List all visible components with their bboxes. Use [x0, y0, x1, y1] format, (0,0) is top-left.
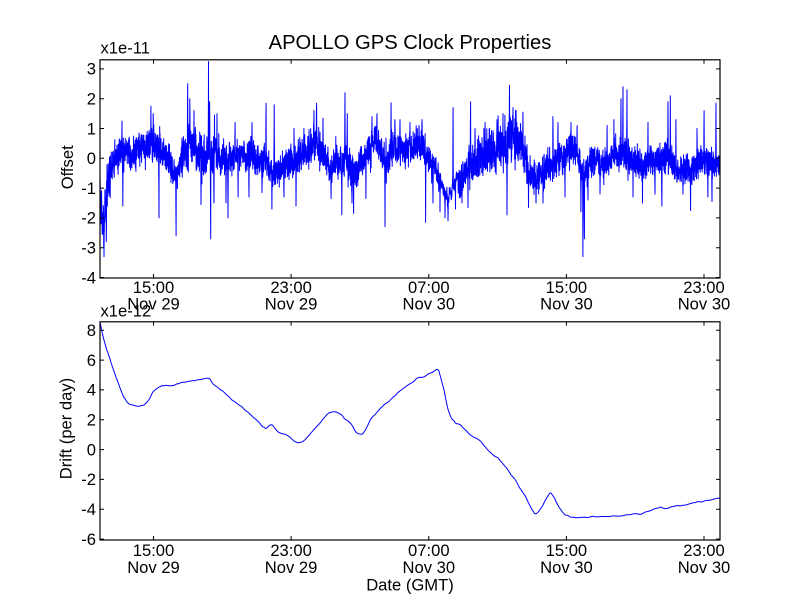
svg-text:Nov 29: Nov 29 — [127, 558, 180, 577]
svg-text:15:00: 15:00 — [133, 278, 175, 297]
svg-text:15:00: 15:00 — [546, 541, 588, 560]
svg-text:Nov 30: Nov 30 — [678, 295, 731, 314]
svg-text:-4: -4 — [81, 500, 96, 519]
svg-text:07:00: 07:00 — [408, 541, 450, 560]
svg-text:Date (GMT): Date (GMT) — [366, 575, 454, 594]
svg-text:2: 2 — [87, 411, 96, 430]
svg-text:Nov 29: Nov 29 — [127, 295, 180, 314]
svg-text:23:00: 23:00 — [270, 278, 312, 297]
svg-text:4: 4 — [87, 381, 96, 400]
svg-text:Nov 30: Nov 30 — [678, 558, 731, 577]
svg-text:0: 0 — [87, 149, 96, 168]
svg-text:Drift (per day): Drift (per day) — [57, 378, 76, 479]
svg-text:07:00: 07:00 — [408, 278, 450, 297]
svg-text:2: 2 — [87, 90, 96, 109]
svg-text:APOLLO GPS Clock Properties: APOLLO GPS Clock Properties — [269, 32, 552, 54]
svg-text:Nov 30: Nov 30 — [403, 558, 456, 577]
svg-text:23:00: 23:00 — [683, 541, 725, 560]
svg-text:23:00: 23:00 — [683, 278, 725, 297]
svg-text:x1e-12: x1e-12 — [101, 301, 152, 320]
svg-text:Nov 30: Nov 30 — [403, 295, 456, 314]
svg-text:-4: -4 — [81, 268, 96, 287]
svg-text:Offset: Offset — [58, 145, 77, 189]
svg-text:15:00: 15:00 — [546, 278, 588, 297]
svg-text:x1e-11: x1e-11 — [101, 39, 151, 58]
svg-text:-1: -1 — [81, 179, 96, 198]
svg-text:-2: -2 — [81, 209, 96, 228]
svg-text:23:00: 23:00 — [270, 541, 312, 560]
svg-text:Nov 29: Nov 29 — [265, 295, 318, 314]
svg-text:Nov 29: Nov 29 — [265, 558, 318, 577]
svg-text:15:00: 15:00 — [133, 541, 175, 560]
svg-text:-6: -6 — [81, 530, 96, 549]
svg-text:0: 0 — [87, 440, 96, 459]
svg-text:8: 8 — [87, 321, 96, 340]
svg-text:Nov 30: Nov 30 — [540, 558, 593, 577]
svg-text:3: 3 — [87, 60, 96, 79]
svg-text:1: 1 — [87, 119, 96, 138]
svg-text:6: 6 — [87, 351, 96, 370]
svg-text:-2: -2 — [81, 470, 96, 489]
svg-text:Nov 30: Nov 30 — [540, 295, 593, 314]
svg-text:-3: -3 — [81, 239, 96, 258]
